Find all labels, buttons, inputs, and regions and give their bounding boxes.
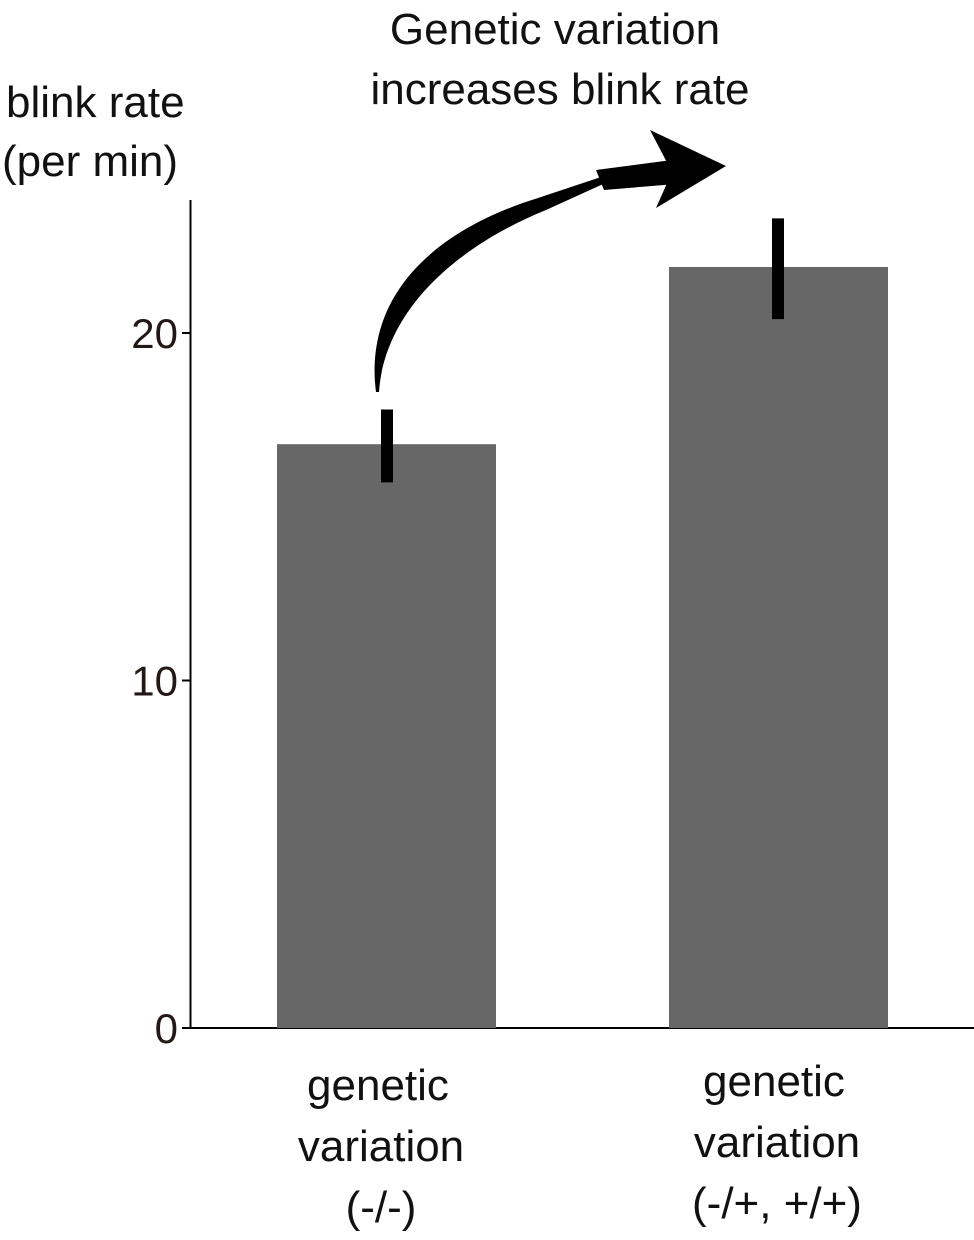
x-label-0-line-2: variation xyxy=(298,1122,464,1171)
y-axis-label-line-1: blink rate xyxy=(6,78,185,127)
x-label-0-line-3: (-/-) xyxy=(346,1183,417,1232)
y-tick-label-2: 20 xyxy=(131,310,178,357)
bar-genetic-variation-neg-neg xyxy=(277,444,496,1028)
y-tick-label-1: 10 xyxy=(131,658,178,705)
y-axis-label-line-2: (per min) xyxy=(2,137,178,186)
x-label-genetic-variation-pos: genetic variation (-/+, +/+) xyxy=(692,1057,862,1228)
bar-genetic-variation-pos xyxy=(669,266,888,1029)
x-label-1-line-3: (-/+, +/+) xyxy=(692,1179,862,1228)
title-line-2: increases blink rate xyxy=(370,65,749,114)
y-ticks: 0 10 20 xyxy=(131,310,191,1052)
x-label-genetic-variation-neg-neg: genetic variation (-/-) xyxy=(298,1061,464,1232)
increase-arrow xyxy=(374,130,726,392)
arrow-shaft xyxy=(374,176,612,392)
title-line-1: Genetic variation xyxy=(390,5,720,54)
arrow-neck xyxy=(596,160,676,190)
x-label-0-line-1: genetic xyxy=(307,1061,449,1110)
x-label-1-line-2: variation xyxy=(694,1118,860,1167)
y-tick-label-0: 0 xyxy=(155,1005,178,1052)
x-label-1-line-1: genetic xyxy=(703,1057,845,1106)
arrow-head xyxy=(650,130,726,208)
